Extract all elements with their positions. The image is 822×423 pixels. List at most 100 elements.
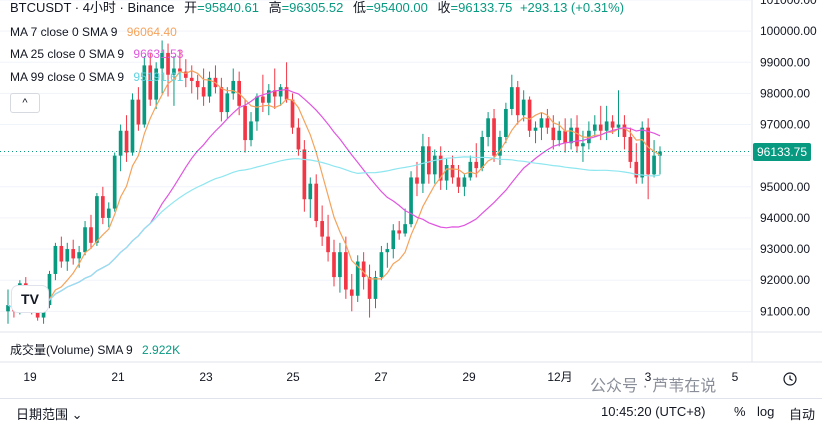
low-label: 低 bbox=[353, 0, 367, 15]
candle-body bbox=[563, 130, 568, 144]
candle-body bbox=[290, 99, 295, 128]
candle-body bbox=[598, 124, 603, 131]
candle-body bbox=[65, 249, 70, 262]
candle-body bbox=[166, 52, 170, 75]
candle-body bbox=[658, 151, 662, 156]
candle-body bbox=[444, 165, 449, 181]
y-tick-label: 93000.00 bbox=[760, 242, 810, 256]
clock-icon[interactable] bbox=[783, 372, 797, 386]
candle-body bbox=[652, 155, 656, 175]
tradingview-logo: TV bbox=[12, 286, 48, 312]
candle-body bbox=[397, 230, 402, 234]
ma-line bbox=[7, 156, 661, 309]
candle-body bbox=[640, 127, 645, 178]
candle-body bbox=[438, 155, 443, 181]
candle-body bbox=[142, 65, 147, 125]
low-value: =95400.00 bbox=[366, 0, 428, 15]
date-range-button[interactable]: 日期范围 ⌄ bbox=[16, 404, 83, 423]
candle-body bbox=[106, 208, 111, 218]
indicator-ma99[interactable]: MA 99 close 0 SMA 9 95191.61 bbox=[10, 70, 183, 85]
x-tick-label: 27 bbox=[374, 370, 388, 384]
indicator-ma99-label: MA 99 close 0 SMA 9 bbox=[10, 70, 125, 84]
y-tick-label: 99000.00 bbox=[760, 55, 810, 69]
candle-body bbox=[278, 87, 283, 97]
y-tick-label: 98000.00 bbox=[760, 86, 810, 100]
candle-body bbox=[622, 124, 627, 137]
candle-body bbox=[592, 124, 597, 131]
candle-body bbox=[338, 252, 342, 278]
candle-body bbox=[266, 90, 271, 103]
candle-body bbox=[118, 130, 123, 156]
x-tick-label: 12月 bbox=[547, 370, 572, 384]
candle-body bbox=[183, 71, 188, 78]
ma-line bbox=[7, 70, 661, 309]
collapse-indicators-button[interactable]: ^ bbox=[10, 93, 40, 113]
y-tick-label: 92000.00 bbox=[760, 273, 810, 287]
indicator-ma25[interactable]: MA 25 close 0 SMA 9 96631.53 bbox=[10, 47, 183, 62]
candle-body bbox=[646, 127, 650, 175]
candle-body bbox=[148, 65, 153, 100]
candle-body bbox=[284, 87, 289, 100]
candle-body bbox=[403, 224, 407, 234]
candle-body bbox=[349, 289, 354, 296]
x-tick-label: 29 bbox=[462, 370, 476, 384]
candle-body bbox=[95, 196, 99, 243]
x-tick-label: 5 bbox=[732, 370, 739, 384]
candle-body bbox=[474, 161, 479, 169]
close-label: 收 bbox=[437, 0, 451, 15]
candle-body bbox=[272, 90, 277, 97]
indicator-ma25-label: MA 25 close 0 SMA 9 bbox=[10, 47, 125, 61]
candle-body bbox=[610, 121, 615, 128]
candle-body bbox=[100, 196, 105, 218]
candle-body bbox=[172, 68, 176, 75]
log-scale-button[interactable]: log bbox=[757, 404, 775, 419]
candle-body bbox=[450, 165, 455, 178]
candle-body bbox=[255, 96, 259, 122]
bottom-toolbar: 日期范围 ⌄ 10:45:20 (UTC+8) % log 自动 bbox=[0, 398, 822, 423]
candle-body bbox=[302, 149, 307, 200]
close-value: =96133.75 bbox=[450, 0, 513, 15]
candle-body bbox=[415, 177, 419, 184]
candle-body bbox=[581, 143, 585, 147]
candle-body bbox=[136, 99, 141, 125]
candle-body bbox=[35, 308, 40, 318]
candle-body bbox=[296, 127, 301, 150]
percent-scale-button[interactable]: % bbox=[734, 404, 746, 419]
candle-body bbox=[421, 146, 425, 184]
auto-scale-button[interactable]: 自动 bbox=[789, 407, 816, 422]
candle-body bbox=[521, 99, 526, 116]
y-tick-label: 101000.00 bbox=[760, 0, 817, 7]
x-tick-label: 23 bbox=[199, 370, 213, 384]
candle-body bbox=[130, 99, 135, 153]
open-label: 开 bbox=[184, 0, 198, 15]
candle-body bbox=[77, 252, 81, 259]
candle-body bbox=[569, 127, 573, 144]
candle-body bbox=[480, 136, 485, 169]
timezone-clock[interactable]: 10:45:20 (UTC+8) bbox=[601, 404, 706, 419]
candle-body bbox=[178, 68, 182, 72]
chart-header: BTCUSDT · 4小时 · Binance 开=95840.61 高=963… bbox=[10, 0, 624, 16]
candle-body bbox=[468, 161, 473, 178]
indicator-ma7[interactable]: MA 7 close 0 SMA 9 96064.40 bbox=[10, 25, 177, 40]
candle-body bbox=[456, 177, 461, 187]
candle-body bbox=[361, 261, 366, 278]
candle-body bbox=[160, 52, 164, 69]
indicator-ma7-label: MA 7 close 0 SMA 9 bbox=[10, 25, 118, 39]
y-tick-label: 95000.00 bbox=[760, 180, 810, 194]
volume-indicator[interactable]: 成交量(Volume) SMA 9 2.922K bbox=[10, 341, 180, 358]
volume-value: 2.922K bbox=[142, 343, 181, 357]
candle-body bbox=[367, 277, 372, 299]
candle-body bbox=[379, 252, 384, 278]
y-tick-label: 91000.00 bbox=[760, 304, 810, 318]
y-tick-label: 97000.00 bbox=[760, 118, 810, 132]
watermark-text: 公众号 · 芦苇在说 bbox=[590, 378, 717, 395]
indicator-ma25-value: 96631.53 bbox=[133, 47, 184, 61]
candle-body bbox=[112, 155, 117, 209]
candle-body bbox=[616, 124, 621, 128]
x-tick-label: 21 bbox=[111, 370, 125, 384]
candle-body bbox=[432, 155, 437, 175]
candle-body bbox=[634, 161, 639, 178]
candle-body bbox=[462, 177, 467, 187]
candle-body bbox=[71, 249, 76, 259]
